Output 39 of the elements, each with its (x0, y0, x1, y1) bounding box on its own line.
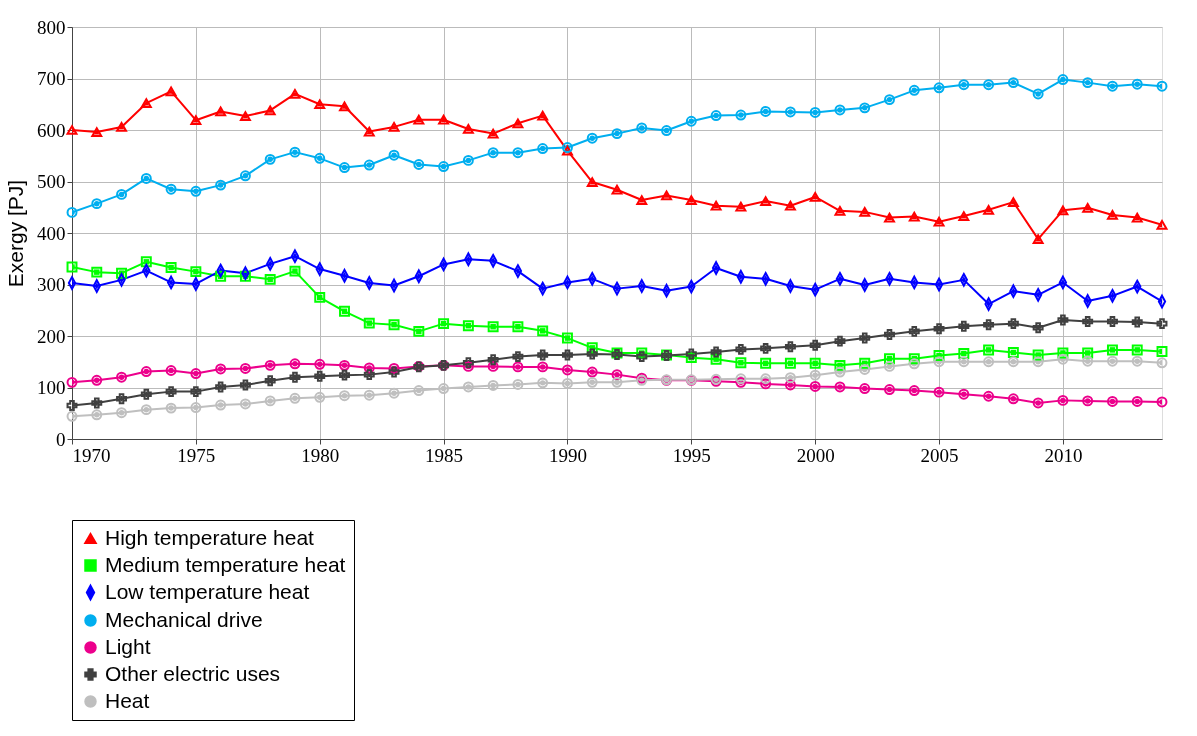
point (1156, 219, 1168, 230)
x-tick-label: 2005 (920, 444, 959, 466)
point (1156, 80, 1168, 92)
x-tick-label: 1990 (548, 444, 587, 466)
point (66, 206, 78, 218)
y-tick-label: 600 (37, 119, 66, 141)
point (1156, 357, 1168, 369)
y-tick-label: 100 (37, 377, 66, 398)
x-tick-label: 1980 (301, 444, 340, 466)
y-axis-title: Exergy [PJ] (4, 179, 27, 288)
y-tick-label: 0 (56, 428, 66, 450)
point (66, 400, 78, 411)
legend-label: Light (105, 634, 151, 658)
legend-label: Medium temperature heat (105, 552, 346, 576)
x-tick-label: 1975 (177, 444, 216, 466)
point (67, 276, 77, 290)
point (66, 125, 78, 135)
point (66, 410, 78, 422)
point (1156, 318, 1168, 330)
x-tick-label: 2010 (1044, 444, 1083, 466)
legend-label: Other electric uses (105, 661, 281, 685)
point (66, 376, 78, 388)
legend-label: Mechanical drive (105, 607, 263, 631)
point (66, 261, 78, 273)
x-tick-label: 1970 (72, 444, 111, 466)
x-tick-label: 2000 (796, 444, 835, 466)
y-tick-label: 500 (37, 171, 66, 192)
y-tick-label: 400 (37, 222, 66, 244)
y-tick-label: 800 (37, 16, 66, 38)
legend-label: High temperature heat (105, 525, 315, 549)
legend-label: Low temperature heat (105, 579, 310, 603)
y-tick-label: 200 (37, 325, 66, 347)
point (1156, 345, 1168, 357)
legend-label: Heat (105, 688, 150, 712)
point (1156, 396, 1168, 408)
y-tick-label: 300 (37, 274, 66, 295)
y-tick-label: 700 (37, 68, 66, 89)
x-tick-label: 1985 (425, 444, 464, 466)
x-tick-label: 1995 (672, 444, 711, 466)
